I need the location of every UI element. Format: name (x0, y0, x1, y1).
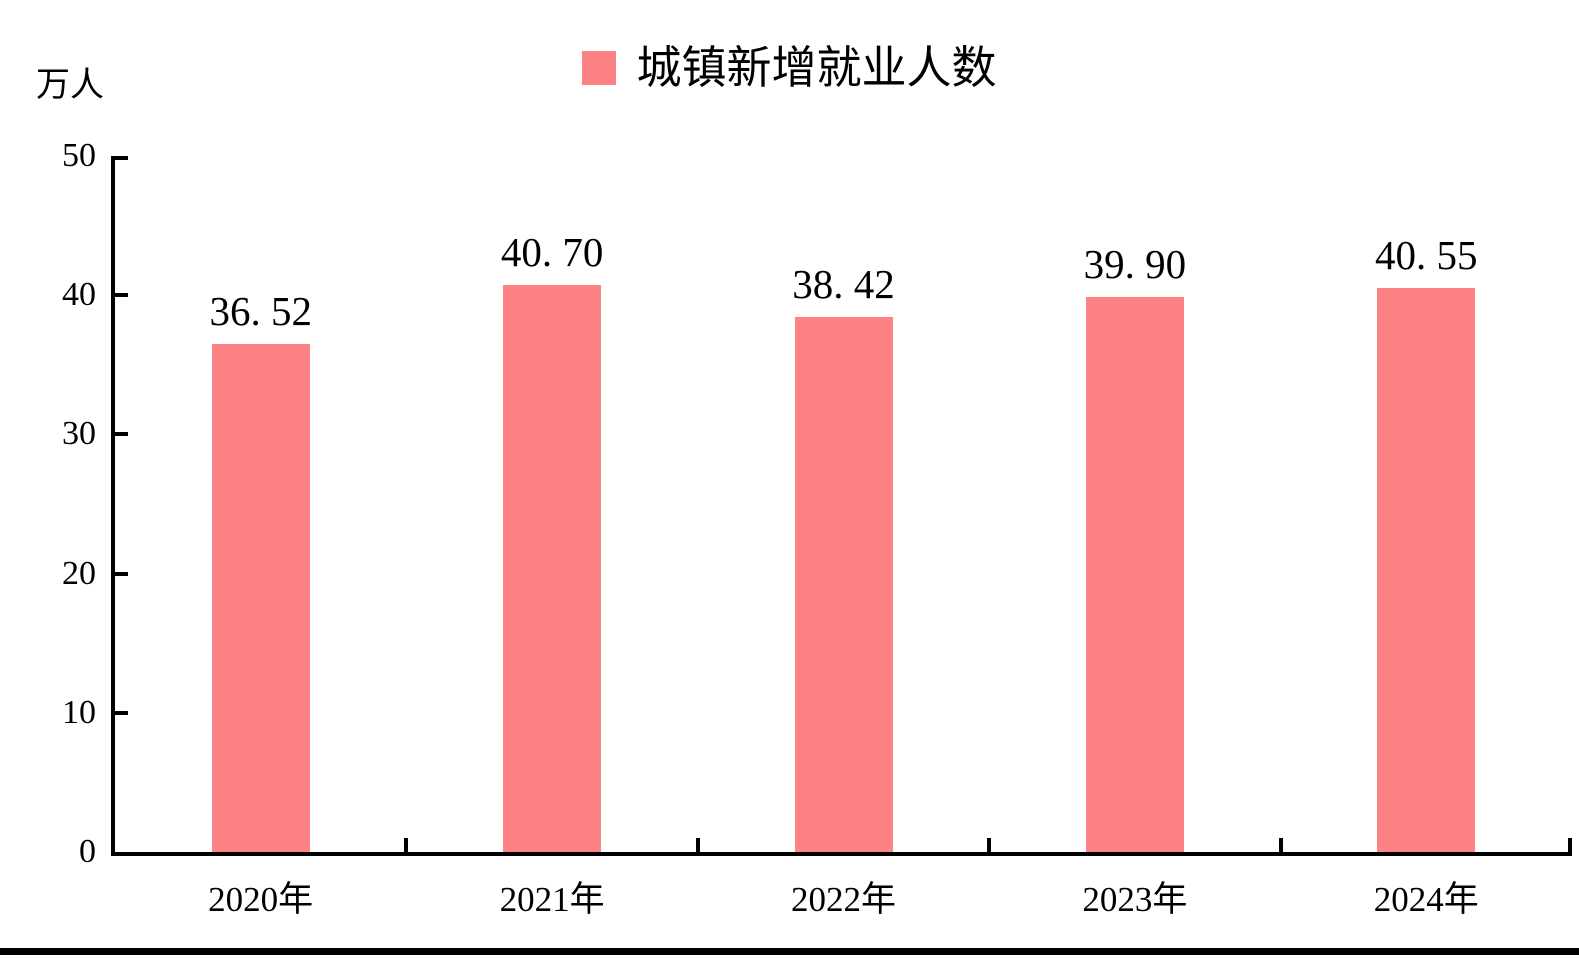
y-axis-tick (115, 432, 128, 437)
x-axis-tick (987, 838, 992, 852)
bottom-divider (0, 948, 1579, 955)
x-axis-tick (695, 838, 700, 852)
y-axis-tick-label: 50 (62, 137, 96, 174)
legend-label: 城镇新增就业人数 (636, 43, 997, 93)
y-axis-tick-label: 30 (62, 415, 96, 453)
legend: 城镇新增就业人数 (0, 38, 1579, 98)
legend-swatch-icon (582, 51, 617, 85)
bar-2023年 (1085, 296, 1184, 852)
x-axis-category-label: 2021年 (499, 880, 605, 919)
y-axis-tick (115, 156, 128, 160)
x-axis-tick (404, 838, 409, 852)
x-axis-line (111, 852, 1572, 856)
bar-2020年 (211, 343, 310, 852)
x-axis-category-label: 2022年 (790, 880, 896, 919)
bar-value-label: 36. 52 (209, 287, 312, 334)
bar-value-label: 38. 42 (792, 261, 895, 308)
y-axis-tick (115, 710, 128, 715)
y-axis-tick (115, 293, 128, 298)
y-axis-tick (115, 571, 128, 576)
x-axis-category-label: 2024年 (1373, 880, 1479, 919)
bar-2022年 (794, 317, 893, 852)
y-axis-unit-label: 万人 (36, 67, 104, 104)
y-axis-tick-label: 40 (62, 276, 96, 314)
x-axis-category-label: 2020年 (208, 880, 314, 919)
bar-value-label: 40. 55 (1375, 231, 1478, 278)
y-axis-tick-label: 0 (79, 833, 96, 870)
x-axis-category-label: 2023年 (1082, 880, 1188, 919)
y-axis-tick-label: 20 (62, 554, 96, 592)
bar-value-label: 39. 90 (1083, 240, 1187, 287)
x-axis-tick (1278, 838, 1283, 852)
bar-2024年 (1377, 287, 1476, 852)
x-axis-tick (1568, 838, 1572, 852)
y-axis-line (111, 156, 115, 856)
bar-2021年 (503, 285, 602, 852)
y-axis-tick-label: 10 (62, 693, 96, 731)
bar-value-label: 40. 70 (500, 229, 604, 276)
